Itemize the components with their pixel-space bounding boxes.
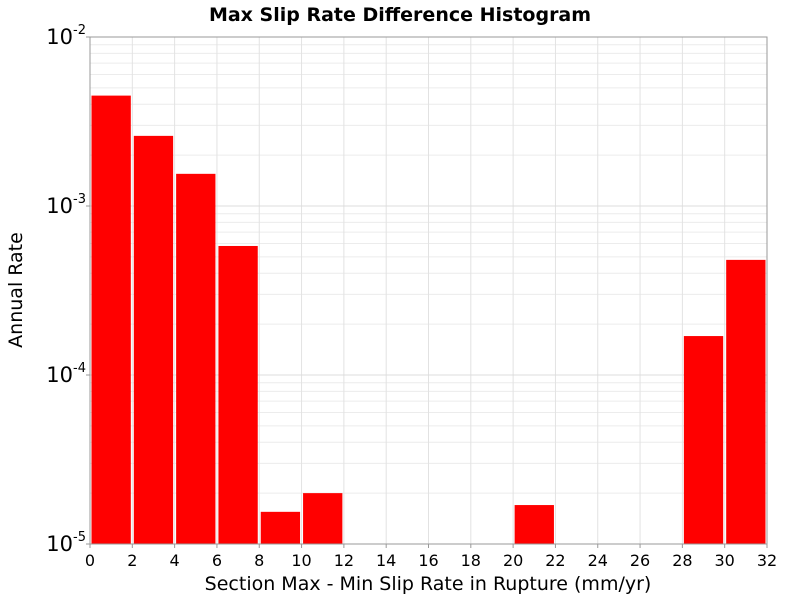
x-tick-label: 24 <box>588 551 608 570</box>
x-tick-label: 8 <box>254 551 264 570</box>
x-tick-label: 14 <box>376 551 396 570</box>
y-axis-label: Annual Rate <box>5 232 27 348</box>
histogram-bar <box>683 336 724 544</box>
x-tick-label: 16 <box>418 551 438 570</box>
x-axis-ticks: 0 2 4 6 8 10 12 14 16 18 20 22 24 26 28 30 32 <box>85 544 777 570</box>
x-tick-label: 28 <box>672 551 692 570</box>
histogram-bar <box>260 511 301 544</box>
histogram-bar <box>91 95 131 544</box>
y-axis-ticks: 10-5 10-4 10-3 10-2 <box>46 23 90 556</box>
y-tick-label: 10-3 <box>46 192 86 218</box>
histogram-bar <box>133 135 174 544</box>
x-tick-label: 30 <box>715 551 735 570</box>
histogram-bar <box>218 245 258 545</box>
y-tick-label: 10-5 <box>46 530 86 556</box>
x-tick-label: 32 <box>757 551 777 570</box>
x-tick-label: 0 <box>85 551 95 570</box>
histogram-bar <box>303 493 343 544</box>
chart-title: Max Slip Rate Difference Histogram <box>209 4 591 26</box>
x-tick-label: 22 <box>545 551 565 570</box>
bars <box>91 95 766 545</box>
x-tick-label: 6 <box>212 551 222 570</box>
x-tick-label: 2 <box>127 551 137 570</box>
x-tick-label: 12 <box>334 551 354 570</box>
histogram-bar <box>176 173 216 545</box>
y-tick-label: 10-4 <box>46 361 86 387</box>
x-tick-label: 18 <box>461 551 481 570</box>
x-tick-label: 10 <box>291 551 311 570</box>
x-axis-label: Section Max - Min Slip Rate in Rupture (… <box>205 573 652 595</box>
y-tick-label: 10-2 <box>46 23 86 49</box>
histogram-bar <box>514 505 554 544</box>
histogram-bar <box>726 259 766 544</box>
x-tick-label: 26 <box>630 551 650 570</box>
x-tick-label: 20 <box>503 551 523 570</box>
x-tick-label: 4 <box>170 551 180 570</box>
